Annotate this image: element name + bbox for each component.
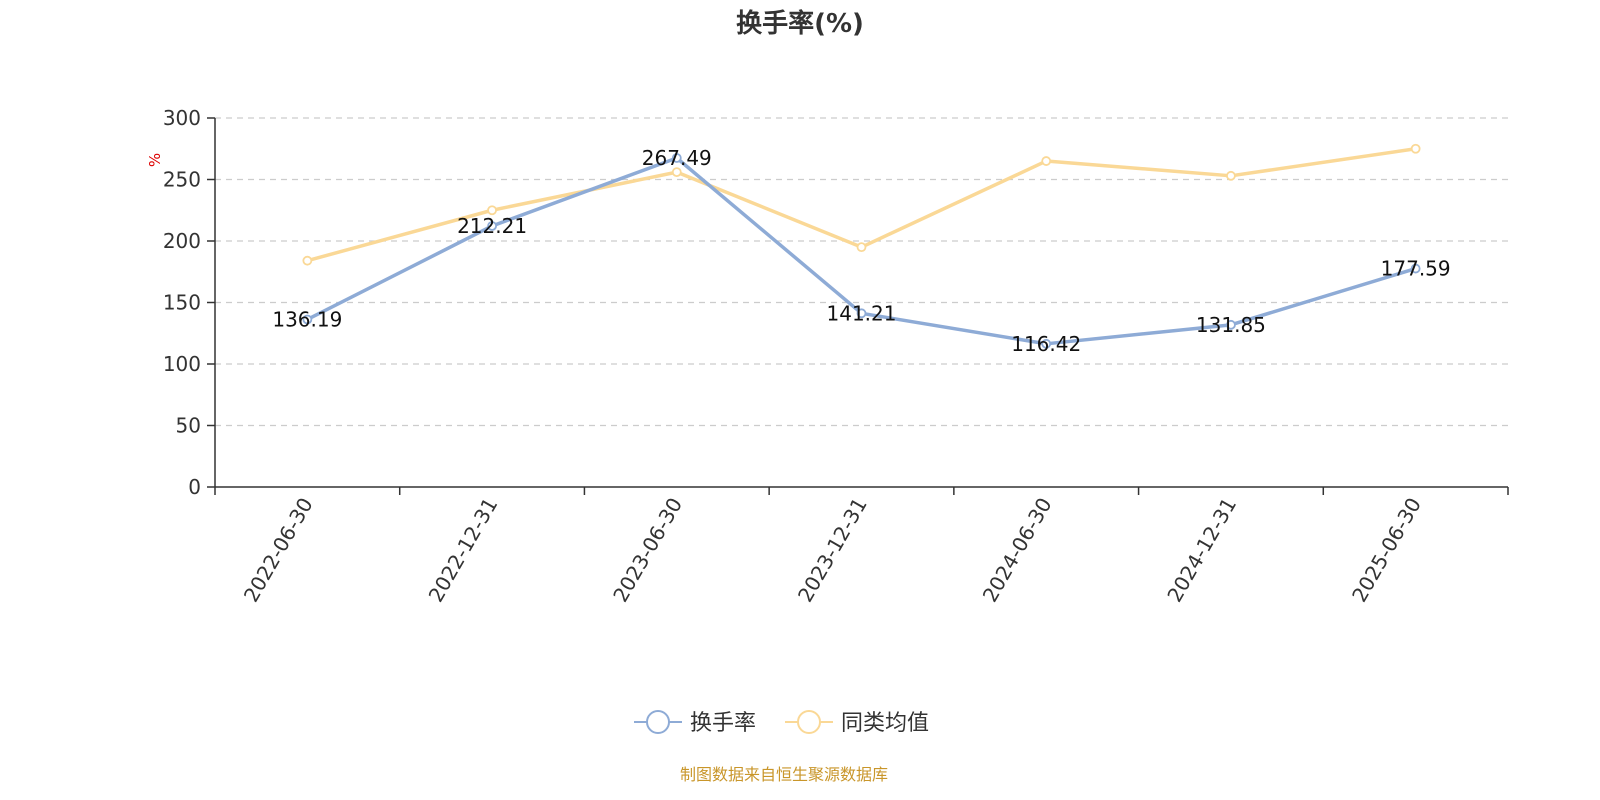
data-point [302,255,313,266]
data-point [671,153,682,163]
y-axis-unit: % [146,153,164,167]
data-label: 267.49 [642,146,712,170]
source-note: 制图数据来自恒生聚源数据库 [680,765,888,784]
data-point [856,308,867,319]
y-tick-label: 300 [163,106,201,130]
data-label: 131.85 [1196,313,1266,337]
x-tick-label: 2024-06-30 [978,494,1057,607]
x-tick-label: 2024-12-31 [1162,494,1241,607]
y-tick-label: 50 [176,414,201,438]
data-label: 177.59 [1381,257,1451,281]
data-label: 136.19 [272,307,342,331]
data-point [487,221,497,231]
data-point [1226,319,1236,330]
chart-title: 换手率(%) [736,8,864,39]
y-tick-label: 150 [163,291,201,315]
x-tick-label: 2025-06-30 [1347,494,1426,607]
data-point [1041,156,1052,166]
data-label: 141.21 [827,301,897,325]
data-point [1410,143,1421,154]
data-label: 212.21 [457,214,527,238]
legend-label: 换手率 [690,711,756,736]
x-tick-label: 2023-06-30 [608,494,687,607]
y-tick-label: 100 [163,352,201,376]
data-point [671,167,682,178]
data-point [487,205,497,216]
data-point [302,314,313,325]
y-tick-label: 0 [188,475,201,499]
data-label: 116.42 [1011,332,1081,356]
y-tick-label: 250 [163,168,201,192]
legend-marker [646,710,670,734]
y-tick-label: 200 [163,229,201,253]
x-tick-label: 2023-12-31 [793,494,872,607]
data-point [1226,170,1236,181]
x-tick-label: 2022-12-31 [423,493,502,606]
data-point [1041,338,1052,349]
legend-marker [797,710,821,734]
data-point [856,242,867,253]
data-point [1410,263,1421,274]
legend-label: 同类均值 [841,711,929,736]
x-tick-label: 2022-06-30 [239,494,318,607]
